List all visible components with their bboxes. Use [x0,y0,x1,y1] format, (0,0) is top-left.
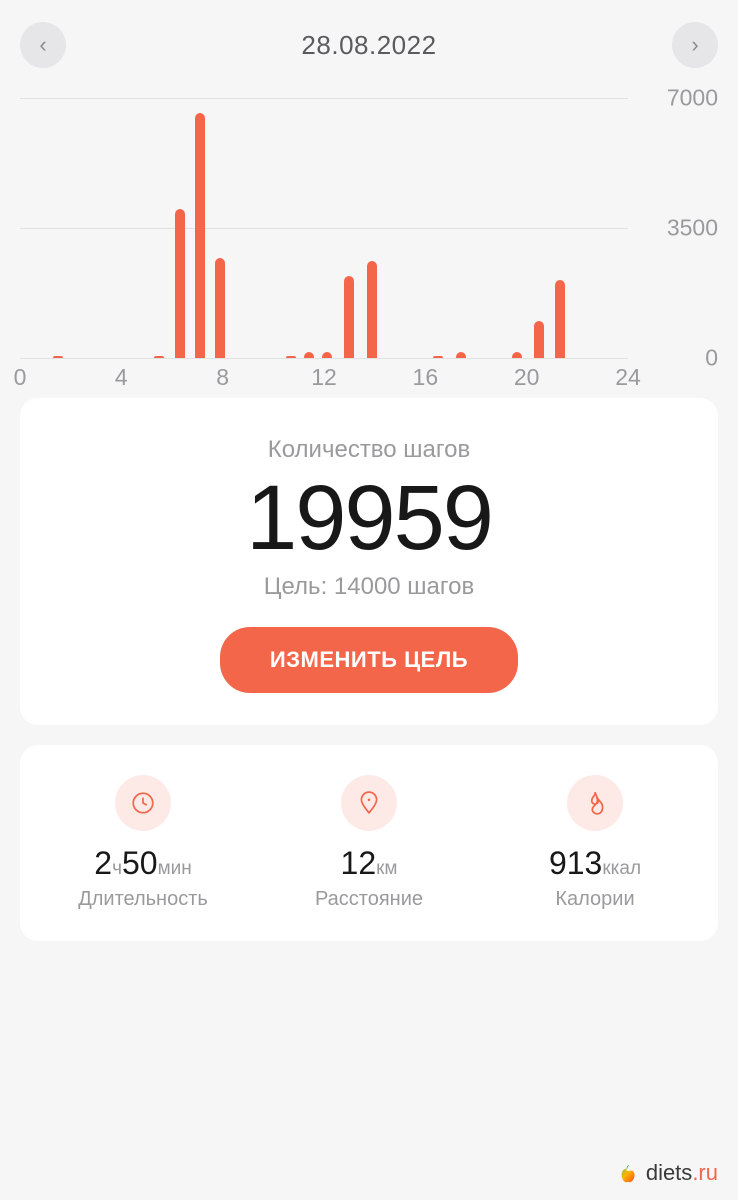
next-day-button[interactable]: › [672,22,718,68]
chart-bar [195,113,205,358]
x-axis-tick-label: 20 [514,364,540,391]
chart-bar [512,352,522,358]
chevron-right-icon: › [691,32,698,58]
x-axis-tick-label: 8 [216,364,229,391]
chart-bar [304,352,314,358]
y-axis-label-7000: 7000 [638,85,718,112]
chart-bar [175,209,185,358]
chart-bar [456,352,466,358]
brand-text: diets.ru [646,1160,718,1186]
date-header: ‹ 28.08.2022 › [0,0,738,78]
calories-label: Калории [482,888,708,911]
distance-stat[interactable]: 12км Расстояние [256,775,482,911]
chart-bar [215,258,225,358]
change-goal-button[interactable]: ИЗМЕНИТЬ ЦЕЛЬ [220,627,518,693]
gridline-0 [20,358,628,359]
prev-day-button[interactable]: ‹ [20,22,66,68]
steps-card-title: Количество шагов [40,436,698,464]
chart-bar [286,356,296,358]
chart-bar [154,356,164,358]
x-axis-tick-label: 12 [311,364,337,391]
duration-stat[interactable]: 2ч50мин Длительность [30,775,256,911]
activity-stats-card: 2ч50мин Длительность 12км Расстояние [20,745,718,941]
calories-value: 913ккал [482,845,708,882]
activity-detail-screen: ‹ 28.08.2022 › 7000 3500 0 0 4 8 12 16 20 24 К… [0,0,738,1200]
x-axis-labels: 0 4 8 12 16 20 24 [20,364,628,394]
steps-goal-text: Цель: 14000 шагов [40,573,698,601]
x-axis-tick-label: 0 [14,364,27,391]
clock-icon [115,775,171,831]
location-pin-icon [341,775,397,831]
steps-histogram-chart: 7000 3500 0 0 4 8 12 16 20 24 [0,78,738,378]
chevron-left-icon: ‹ [39,32,46,58]
bars-container [20,98,628,358]
chart-bar [344,276,354,358]
chart-bar [433,356,443,358]
distance-value: 12км [256,845,482,882]
chart-bar [53,356,63,358]
y-axis-label-3500: 3500 [638,215,718,242]
x-axis-tick-label: 16 [413,364,439,391]
x-axis-tick-label: 4 [115,364,128,391]
duration-label: Длительность [30,888,256,911]
diets-ru-logo: diets.ru [614,1160,718,1186]
chart-bar [555,280,565,358]
steps-count-value: 19959 [40,470,698,567]
chart-bar [322,352,332,358]
x-axis-tick-label: 24 [615,364,641,391]
date-label: 28.08.2022 [301,30,436,61]
chart-plot-area: 7000 3500 0 [20,98,628,358]
calories-stat[interactable]: 913ккал Калории [482,775,708,911]
flame-icon [567,775,623,831]
chart-bar [534,321,544,358]
y-axis-label-0: 0 [638,345,718,372]
chart-bar [367,261,377,358]
distance-label: Расстояние [256,888,482,911]
duration-value: 2ч50мин [30,845,256,882]
apple-icon [614,1160,640,1186]
steps-summary-card: Количество шагов 19959 Цель: 14000 шагов… [20,398,718,725]
